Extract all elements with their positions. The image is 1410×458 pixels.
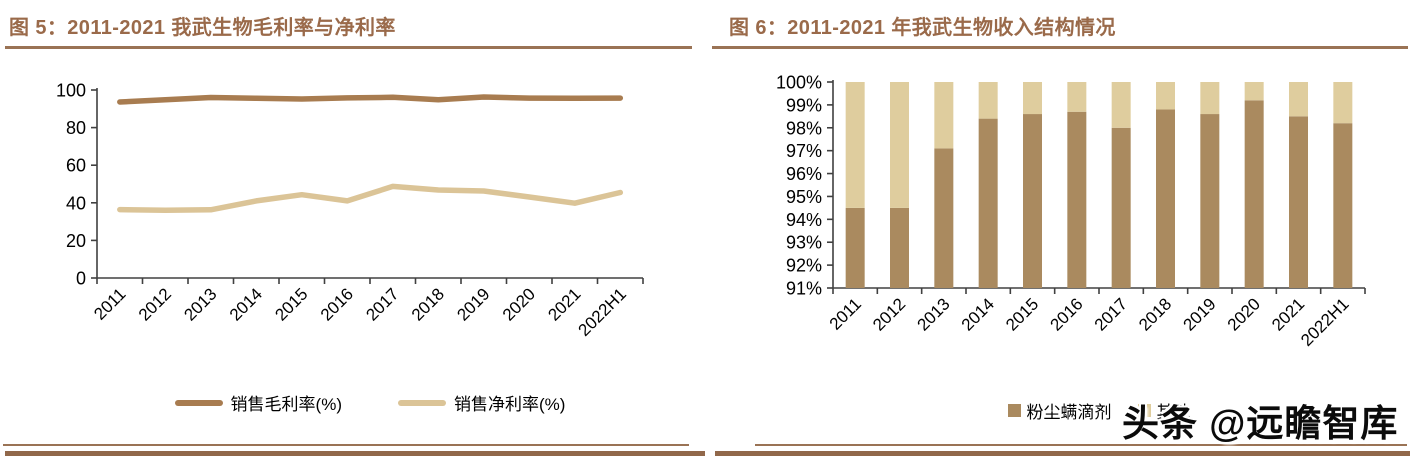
bar-secondary-2022H1 — [1333, 82, 1353, 124]
bar-primary-2012 — [890, 207, 909, 288]
y-tick-label: 98% — [786, 118, 822, 138]
toutiao-yuanzhan-watermark: 头条 @远瞻智库 — [1122, 403, 1399, 444]
legend-item-gross-margin: 销售毛利率(%) — [174, 390, 342, 415]
y-tick-label: 20 — [66, 231, 86, 251]
bar-primary-2021 — [1289, 116, 1308, 288]
legend-item-dust-mite-drops: 粉尘螨滴剂 — [1007, 398, 1112, 423]
bar-secondary-2015 — [1023, 82, 1042, 115]
bar-secondary-2011 — [845, 82, 865, 208]
bar-secondary-2017 — [1111, 82, 1131, 128]
bar-secondary-2018 — [1156, 82, 1175, 110]
y-tick-label: 94% — [786, 210, 822, 230]
x-tick-label: 2011 — [826, 294, 865, 333]
line-series-0 — [117, 94, 624, 105]
gross-margin-line-swatch — [174, 399, 223, 406]
y-tick-label: 100% — [776, 73, 822, 93]
bar-primary-2017 — [1111, 127, 1131, 289]
net-margin-line-swatch — [398, 399, 446, 406]
others-swatch — [1137, 404, 1151, 417]
bar-secondary-2013 — [934, 82, 954, 149]
bar-primary-2011 — [845, 207, 865, 288]
x-tick-label: 2015 — [1002, 294, 1042, 334]
figure-5-bottom-rule-thin — [3, 444, 689, 446]
x-tick-label: 2016 — [317, 284, 357, 324]
figure-6-title-rule — [712, 46, 1408, 49]
bar-primary-2019 — [1200, 114, 1220, 289]
figure-5-title: 图 5：2011-2021 我武生物毛利率与净利率 — [9, 17, 396, 39]
bar-primary-2015 — [1023, 114, 1042, 289]
x-tick-label: 2021 — [1268, 294, 1308, 334]
figure-5-bottom-rule-thick — [5, 451, 705, 456]
y-tick-label: 96% — [786, 164, 822, 184]
x-tick-label: 2016 — [1046, 294, 1086, 334]
x-tick-label: 2018 — [408, 284, 448, 324]
y-tick-label: 0 — [76, 269, 86, 289]
dust-mite-drops-swatch — [1007, 404, 1021, 417]
figure-5-title-rule — [5, 46, 692, 49]
x-tick-label: 2020 — [1224, 294, 1264, 334]
x-tick-label: 2021 — [544, 284, 584, 324]
y-tick-label: 100 — [56, 81, 86, 101]
bar-secondary-2012 — [890, 82, 909, 208]
bar-primary-2016 — [1067, 111, 1087, 288]
y-tick-label: 97% — [786, 141, 822, 161]
y-tick-label: 99% — [786, 95, 822, 115]
bar-primary-2018 — [1156, 109, 1175, 288]
line-series-1 — [117, 183, 624, 214]
bar-primary-2013 — [934, 148, 954, 288]
y-tick-label: 91% — [786, 279, 822, 299]
x-tick-label: 2012 — [869, 294, 909, 334]
x-tick-label: 2022H1 — [575, 284, 631, 340]
x-tick-label: 2012 — [135, 284, 175, 324]
y-tick-label: 60 — [66, 156, 86, 176]
others-legend-label: 其他 — [1156, 403, 1191, 422]
figure-6-bottom-rule-thin — [755, 444, 1407, 446]
bar-secondary-2016 — [1067, 82, 1087, 112]
y-tick-label: 93% — [786, 233, 822, 253]
x-tick-label: 2018 — [1135, 294, 1175, 334]
x-tick-label: 2013 — [180, 284, 220, 324]
gross-margin-legend-label: 销售毛利率(%) — [230, 395, 342, 414]
legend-item-others: 其他 — [1137, 398, 1191, 423]
x-tick-label: 2014 — [958, 294, 998, 334]
figure-6-bottom-rule-thick — [715, 451, 1410, 456]
x-tick-label: 2019 — [453, 284, 493, 324]
bar-secondary-2014 — [978, 82, 998, 119]
y-tick-label: 95% — [786, 187, 822, 207]
legend-item-net-margin: 销售净利率(%) — [398, 390, 565, 415]
bar-secondary-2019 — [1200, 82, 1220, 115]
x-tick-label: 2019 — [1179, 294, 1219, 334]
bar-secondary-2020 — [1244, 82, 1264, 101]
bar-secondary-2021 — [1289, 82, 1308, 117]
y-tick-label: 92% — [786, 256, 822, 276]
figure-6-legend: 粉尘螨滴剂 其他 — [833, 398, 1365, 423]
figure-5-legend: 销售毛利率(%) 销售净利率(%) — [97, 390, 643, 415]
net-margin-legend-label: 销售净利率(%) — [454, 395, 566, 414]
x-tick-label: 2015 — [271, 284, 311, 324]
x-tick-label: 2013 — [913, 294, 953, 334]
x-tick-label: 2022H1 — [1297, 294, 1353, 350]
dust-mite-drops-legend-label: 粉尘螨滴剂 — [1026, 403, 1112, 422]
figure-6-title: 图 6：2011-2021 年我武生物收入结构情况 — [729, 17, 1116, 39]
x-tick-label: 2011 — [90, 284, 129, 323]
figure-6-panel: 图 6：2011-2021 年我武生物收入结构情况 91% 92% 93% 94% 95… — [705, 0, 1410, 458]
figure-5-panel: 图 5：2011-2021 我武生物毛利率与净利率 0 20 40 60 80 100 20… — [3, 17, 705, 456]
bar-primary-2022H1 — [1333, 123, 1353, 288]
x-tick-label: 2017 — [362, 284, 402, 324]
y-tick-label: 80 — [66, 118, 86, 138]
revenue-structure-bar-chart: 91%92%93%94%95%96%97%98%99%100%2011 2012 2… — [776, 73, 1366, 350]
y-tick-label: 40 — [66, 193, 86, 213]
x-tick-label: 2017 — [1091, 294, 1131, 334]
x-tick-label: 2020 — [499, 284, 539, 324]
bar-primary-2014 — [978, 118, 998, 288]
x-tick-label: 2014 — [226, 284, 266, 324]
margin-line-chart: 0 20 40 60 80 100 2011 2012 2013 2014 2015 2016 2017… — [56, 81, 644, 340]
bar-primary-2020 — [1244, 100, 1264, 288]
